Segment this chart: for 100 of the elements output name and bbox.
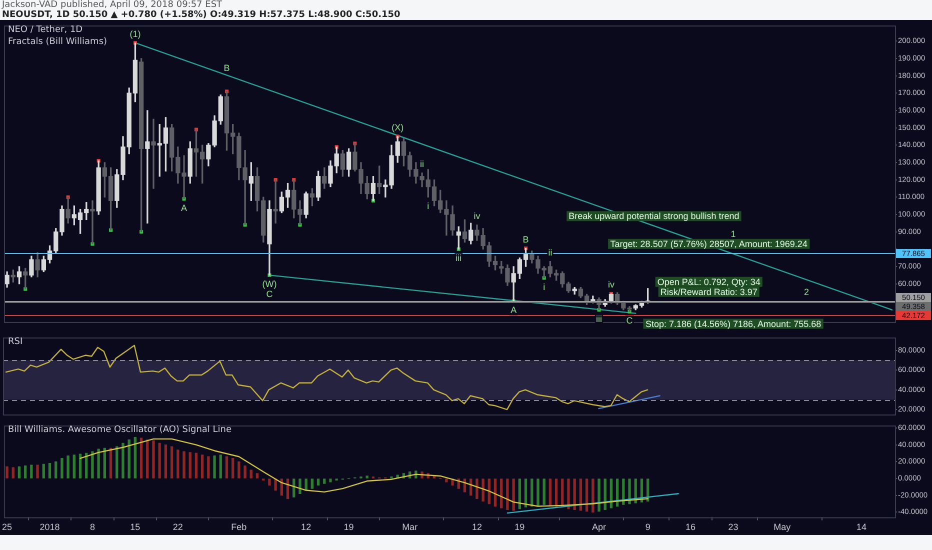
bar — [536, 478, 540, 506]
bar — [628, 478, 631, 504]
x-tick-label: 19 — [514, 522, 525, 532]
annotation: i — [543, 282, 546, 292]
x-tick-label: Mar — [402, 522, 418, 532]
annotation: Risk/Reward Ratio: 3.97 — [660, 286, 758, 297]
bar — [542, 478, 546, 505]
bar — [500, 478, 503, 508]
bar — [585, 478, 588, 512]
x-tick-label: 25 — [2, 522, 12, 532]
bar — [268, 478, 271, 486]
bar — [506, 478, 509, 510]
bar — [567, 478, 570, 510]
bar — [231, 458, 234, 478]
bar — [530, 478, 534, 507]
bar — [482, 478, 484, 502]
bar — [598, 478, 600, 512]
bar — [164, 444, 168, 478]
bar — [188, 452, 192, 478]
bar — [329, 478, 332, 482]
bar — [445, 478, 448, 482]
bar — [476, 478, 478, 500]
bar — [512, 478, 515, 511]
x-tick-label: Feb — [231, 522, 247, 532]
annotation: Bill Williams. Awesome Oscillator (AO) Signal Line — [8, 424, 232, 436]
annotation: iii — [596, 314, 602, 324]
bar — [48, 463, 52, 478]
chart-title: Jackson-VAD published, April 09, 2018 09:57 EST — [2, 0, 224, 10]
x-tick-label: 8 — [90, 522, 95, 532]
annotation: ii — [420, 158, 424, 169]
bar — [97, 448, 100, 478]
bar — [213, 455, 216, 478]
bar — [225, 456, 228, 478]
bar — [182, 451, 186, 478]
x-tick-label: 19 — [344, 522, 354, 532]
bar — [238, 461, 240, 478]
bar — [304, 478, 308, 491]
bar — [554, 478, 558, 507]
annotation: RSI — [8, 336, 23, 348]
x-tick-label: Apr — [592, 522, 606, 532]
annotation: C — [266, 289, 274, 300]
bar — [548, 478, 552, 506]
bar — [219, 454, 222, 478]
bar — [323, 478, 326, 484]
bar — [6, 466, 8, 478]
annotation: B — [224, 63, 230, 74]
bar — [518, 478, 521, 510]
bar — [298, 478, 302, 494]
annotation: i — [427, 201, 430, 212]
bar — [152, 440, 155, 478]
x-tick-label: 16 — [686, 522, 696, 532]
bar — [42, 464, 45, 478]
bar — [122, 442, 124, 478]
chart-subtitle: NEOUSDT, 1D 50.150 ▲ +0.780 (+1.58%) O:49.319 H:57.375 L:48.900 C:50.150 — [2, 10, 402, 20]
bar — [579, 478, 582, 511]
annotation: (W) — [262, 279, 277, 290]
annotation: 2 — [804, 286, 810, 297]
bar — [316, 478, 320, 486]
bar — [176, 450, 180, 478]
x-tick-label: 15 — [130, 522, 140, 532]
annotation: Break upward potential strong bullish trend — [568, 211, 740, 222]
x-tick-label: 12 — [472, 522, 482, 532]
annotation: A — [181, 202, 188, 213]
bar — [128, 439, 130, 478]
bar — [200, 454, 204, 478]
annotation: iv — [608, 280, 615, 290]
bar — [256, 473, 259, 478]
bar — [604, 478, 606, 510]
x-tick-label: 23 — [728, 522, 738, 532]
bar — [366, 476, 368, 478]
bar — [134, 436, 137, 478]
annotation: B — [522, 234, 529, 244]
x-tick-label: 2018 — [40, 522, 60, 532]
bar — [194, 452, 198, 478]
bar — [85, 452, 88, 478]
bar — [72, 454, 76, 478]
x-tick-label: 14 — [856, 522, 866, 532]
bar — [250, 470, 252, 478]
bar — [78, 454, 82, 478]
annotation: (X) — [392, 122, 404, 132]
bar — [310, 478, 314, 489]
annotation: 1 — [730, 228, 736, 239]
x-tick-label: 9 — [645, 522, 650, 532]
bar — [170, 446, 174, 478]
x-tick-label: 22 — [172, 522, 183, 532]
x-tick-label: May — [774, 522, 792, 532]
bar — [524, 478, 528, 508]
bar — [36, 464, 39, 478]
bar — [18, 466, 21, 478]
annotation: NEO / Tether, 1D — [8, 24, 84, 36]
bar — [244, 466, 246, 478]
bar — [66, 455, 70, 478]
annotation: C — [626, 316, 634, 326]
bar — [140, 438, 143, 478]
annotation: Stop: 7.186 (14.56%) 7186, Amount: 755.68 — [645, 318, 822, 329]
bar — [12, 467, 14, 478]
annotation: iii — [456, 253, 462, 264]
bar — [54, 461, 58, 478]
x-tick-label: 12 — [301, 522, 312, 532]
bar — [494, 478, 497, 507]
